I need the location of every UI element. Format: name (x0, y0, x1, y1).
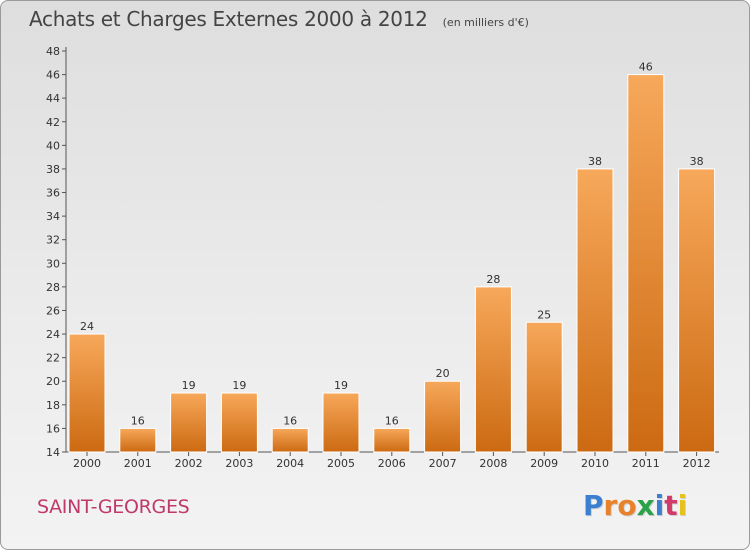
logo-letter: i (677, 489, 688, 522)
y-tick-label: 18 (46, 399, 60, 412)
bar (170, 392, 208, 453)
x-tick-label: 2010 (581, 457, 609, 470)
bar (68, 333, 106, 453)
x-tick-label: 2003 (225, 457, 253, 470)
bar-value-label: 16 (283, 414, 297, 427)
y-tick-label: 42 (46, 116, 60, 129)
bar-value-label: 16 (385, 414, 399, 427)
x-tick-label: 2009 (530, 457, 558, 470)
logo-letter: i (654, 489, 665, 522)
bar-value-label: 19 (232, 379, 246, 392)
bar-value-label: 16 (131, 414, 145, 427)
x-tick-label: 2002 (175, 457, 203, 470)
x-tick-label: 2007 (429, 457, 457, 470)
bar (322, 392, 360, 453)
y-tick-label: 46 (46, 69, 60, 82)
y-tick-label: 48 (46, 45, 60, 58)
bar-value-label: 38 (588, 155, 602, 168)
bar (678, 168, 716, 453)
y-tick-label: 20 (46, 375, 60, 388)
y-tick-label: 38 (46, 163, 60, 176)
x-tick-label: 2012 (683, 457, 711, 470)
proxiti-logo[interactable]: Proxiti (583, 489, 687, 522)
y-tick-label: 26 (46, 304, 60, 317)
logo-letter: o (617, 489, 637, 522)
logo-letter: x (636, 489, 655, 522)
y-tick-label: 24 (46, 328, 60, 341)
chart-title: Achats et Charges Externes 2000 à 2012 (29, 7, 428, 31)
bar-value-label: 24 (80, 320, 94, 333)
bar (119, 427, 157, 453)
y-tick-label: 44 (46, 92, 60, 105)
logo-letter: t (664, 489, 678, 522)
bar-value-label: 19 (334, 379, 348, 392)
bar (424, 380, 462, 453)
bar-value-label: 38 (690, 155, 704, 168)
x-tick-label: 2006 (378, 457, 406, 470)
y-tick-label: 14 (46, 446, 60, 459)
bar-value-label: 20 (436, 367, 450, 380)
bar (576, 168, 614, 453)
y-tick-label: 36 (46, 187, 60, 200)
y-tick-label: 30 (46, 257, 60, 270)
bar-value-label: 46 (639, 61, 653, 74)
bar (474, 286, 512, 453)
x-tick-label: 2011 (632, 457, 660, 470)
bar (373, 427, 411, 453)
bar (525, 321, 563, 453)
bar (627, 74, 665, 453)
y-tick-label: 40 (46, 139, 60, 152)
x-tick-label: 2005 (327, 457, 355, 470)
x-tick-label: 2008 (479, 457, 507, 470)
x-tick-label: 2001 (124, 457, 152, 470)
y-tick-label: 34 (46, 210, 60, 223)
bar-value-label: 25 (537, 308, 551, 321)
chart-subtitle: (en milliers d'€) (442, 16, 529, 29)
bar-value-label: 28 (486, 273, 500, 286)
y-tick-label: 32 (46, 234, 60, 247)
y-tick-label: 22 (46, 352, 60, 365)
logo-letter: r (603, 489, 618, 522)
x-tick-label: 2004 (276, 457, 304, 470)
plot-area (66, 47, 719, 452)
y-tick-label: 16 (46, 422, 60, 435)
logo-letter: P (583, 489, 604, 522)
bar (220, 392, 258, 453)
commune-name: SAINT-GEORGES (37, 496, 190, 518)
bar (271, 427, 309, 453)
x-tick-label: 2000 (73, 457, 101, 470)
title-row: Achats et Charges Externes 2000 à 2012 (… (29, 7, 529, 31)
y-tick-label: 28 (46, 281, 60, 294)
bar-value-label: 19 (182, 379, 196, 392)
